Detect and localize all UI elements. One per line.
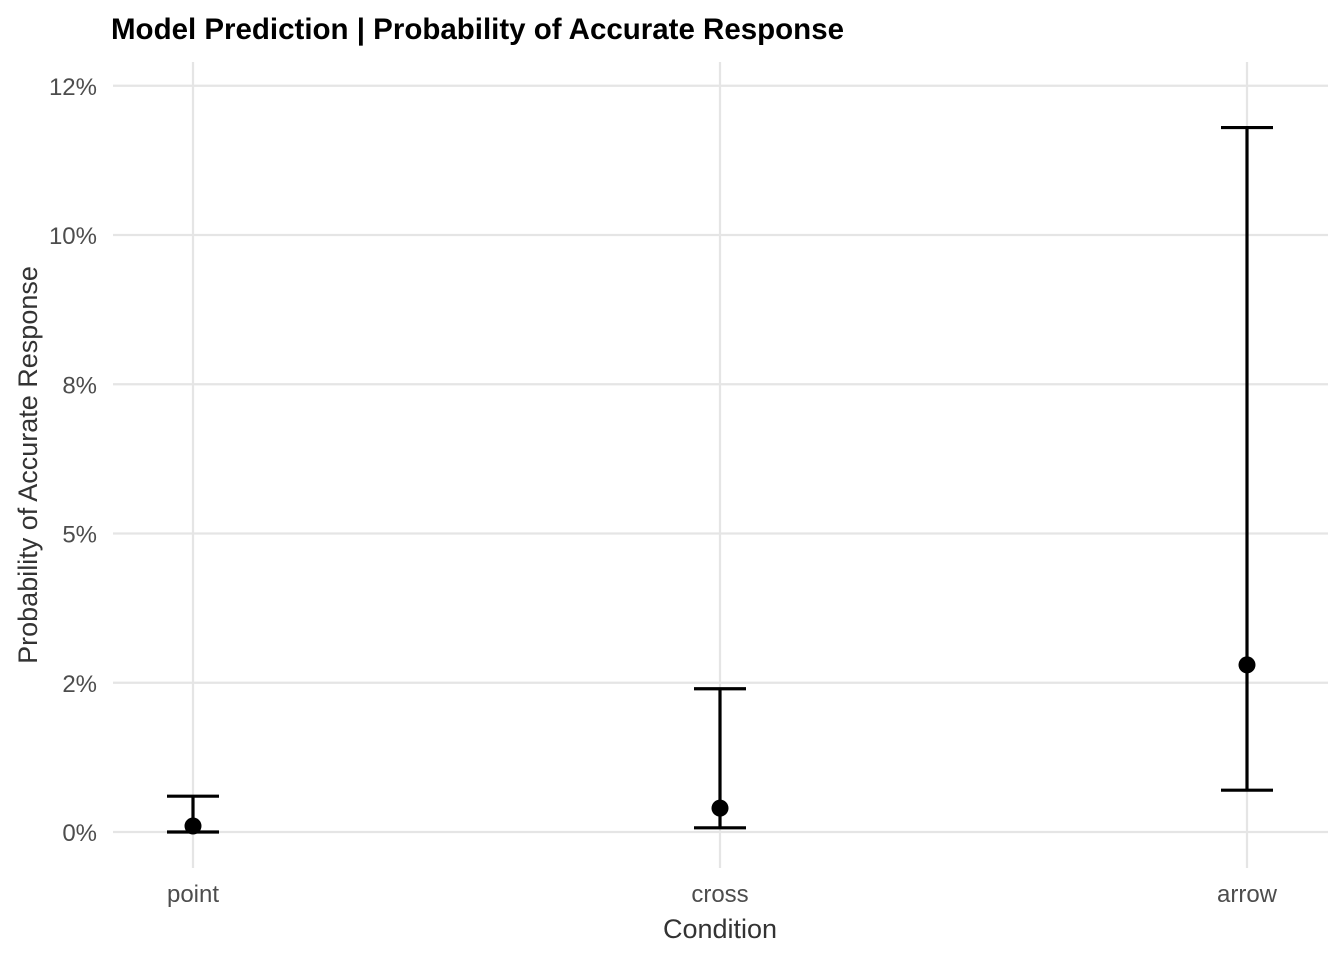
point-estimate-point <box>184 817 202 835</box>
error-bars <box>167 125 1273 835</box>
x-tick-label: point <box>167 881 219 908</box>
x-axis-title: Condition <box>663 914 777 944</box>
chart-title: Model Prediction | Probability of Accura… <box>111 13 844 46</box>
y-axis-title: Probability of Accurate Response <box>13 266 43 664</box>
point-estimate-cross <box>711 799 729 817</box>
point-estimate-arrow <box>1238 656 1256 674</box>
y-tick-label: 8% <box>62 372 97 399</box>
x-tick-labels: point cross arrow <box>167 881 1278 908</box>
y-tick-labels: 0% 2% 5% 8% 10% 12% <box>49 74 97 847</box>
y-tick-label: 2% <box>62 671 97 698</box>
y-tick-label: 0% <box>62 820 97 847</box>
y-tick-label: 10% <box>49 223 97 250</box>
y-tick-label: 5% <box>62 522 97 549</box>
x-tick-label: cross <box>691 881 748 908</box>
y-tick-label: 12% <box>49 74 97 101</box>
x-tick-label: arrow <box>1217 881 1278 908</box>
